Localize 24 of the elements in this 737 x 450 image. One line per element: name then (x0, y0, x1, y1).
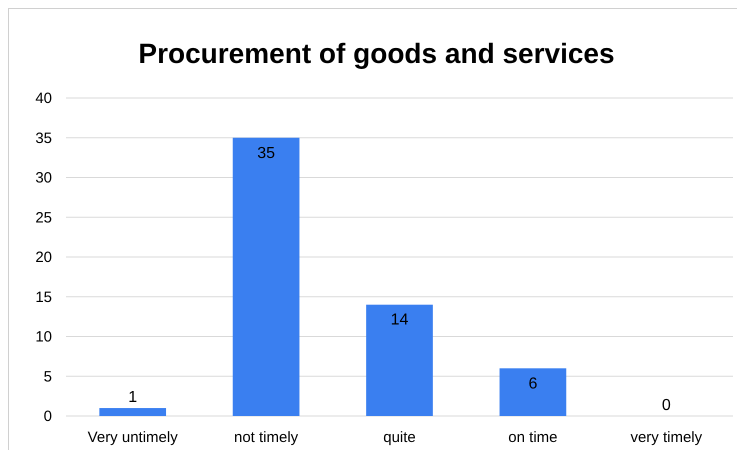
x-tick-label: Very untimely (88, 429, 178, 446)
y-tick-label: 40 (35, 90, 52, 107)
y-tick-label: 35 (35, 130, 52, 147)
x-tick-label: very timely (630, 429, 703, 446)
data-label: 14 (390, 312, 408, 329)
x-tick-label: quite (383, 429, 416, 446)
bar (500, 368, 566, 416)
y-tick-label: 20 (35, 249, 52, 266)
y-tick-label: 15 (35, 288, 52, 306)
y-tick-label: 10 (35, 328, 52, 346)
data-label: 1 (128, 389, 138, 406)
data-label: 6 (528, 375, 538, 392)
chart-title: Procurement of goods and services (138, 38, 615, 69)
data-label: 35 (257, 144, 276, 162)
x-tick-label: on time (508, 429, 558, 446)
y-tick-label: 30 (35, 170, 52, 186)
bar (99, 408, 166, 416)
bar (366, 304, 433, 416)
y-tick-label: 5 (44, 368, 52, 386)
y-tick-label: 0 (44, 408, 52, 425)
y-tick-label: 25 (35, 209, 52, 226)
x-tick-label: not timely (234, 429, 299, 446)
bar (232, 138, 300, 416)
data-label: 0 (662, 397, 671, 414)
